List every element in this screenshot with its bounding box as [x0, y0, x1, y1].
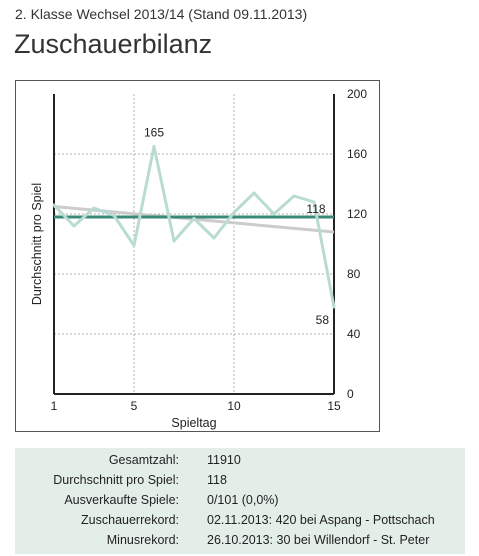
y-tick-label: 80 — [347, 267, 361, 281]
stat-label: Minusrekord: — [106, 533, 179, 547]
stat-row-average: Durchschnitt pro Spiel: 118 — [15, 471, 465, 491]
x-tick-label: 10 — [227, 399, 241, 413]
page-subtitle: 2. Klasse Wechsel 2013/14 (Stand 09.11.2… — [15, 6, 308, 22]
y-tick-label: 160 — [347, 147, 367, 161]
data-point — [92, 206, 96, 210]
y-tick-label: 0 — [347, 387, 354, 401]
stat-value: 26.10.2013: 30 bei Willendorf - St. Pete… — [207, 533, 430, 547]
data-point — [152, 145, 156, 148]
stat-value: 11910 — [207, 453, 241, 467]
stat-label: Durchschnitt pro Spiel: — [53, 473, 179, 487]
data-point — [112, 214, 116, 217]
x-tick-label: 5 — [131, 399, 138, 413]
y-axis-title: Durchschnitt pro Spiel — [30, 183, 44, 305]
y-tick-label: 40 — [347, 327, 361, 341]
chart-panel: 0 40 80 120 160 200 1 5 10 15 Spieltag Durchschnitt… — [15, 80, 380, 432]
data-point — [272, 212, 276, 216]
data-label: 118 — [306, 202, 325, 216]
stat-label: Zuschauerrekord: — [81, 513, 179, 527]
data-point — [132, 244, 136, 247]
stat-label: Gesamtzahl: — [108, 453, 179, 467]
y-tick-label: 120 — [347, 207, 367, 221]
data-point — [192, 217, 196, 220]
data-point — [52, 203, 56, 207]
stat-row-sold-out: Ausverkaufte Spiele: 0/101 (0,0%) — [15, 491, 465, 511]
stat-value: 0/101 (0,0%) — [207, 493, 279, 507]
stats-table: Gesamtzahl: 11910 Durchschnitt pro Spiel… — [15, 448, 465, 554]
x-tick-label: 15 — [327, 399, 341, 413]
data-point — [212, 236, 216, 240]
data-label: 165 — [144, 126, 164, 140]
stat-row-record: Zuschauerrekord: 02.11.2013: 420 bei Asp… — [15, 511, 465, 531]
data-point — [292, 194, 296, 198]
data-point — [252, 191, 256, 195]
y-tick-label: 200 — [347, 87, 367, 101]
data-point — [172, 239, 176, 243]
data-point — [312, 200, 316, 204]
data-point — [332, 305, 336, 309]
page-title: Zuschauerbilanz — [14, 29, 213, 59]
stat-row-minus-record: Minusrekord: 26.10.2013: 30 bei Willendo… — [15, 531, 465, 551]
data-label: 58 — [316, 313, 330, 327]
x-tick-label: 1 — [51, 399, 58, 413]
stat-label: Ausverkaufte Spiele: — [64, 493, 179, 507]
stat-value: 02.11.2013: 420 bei Aspang - Pottschach — [207, 513, 435, 527]
stat-row-total: Gesamtzahl: 11910 — [15, 451, 465, 471]
data-point — [72, 224, 76, 228]
stat-value: 118 — [207, 473, 227, 487]
data-point — [232, 211, 236, 214]
x-axis-title: Spieltag — [171, 416, 216, 430]
